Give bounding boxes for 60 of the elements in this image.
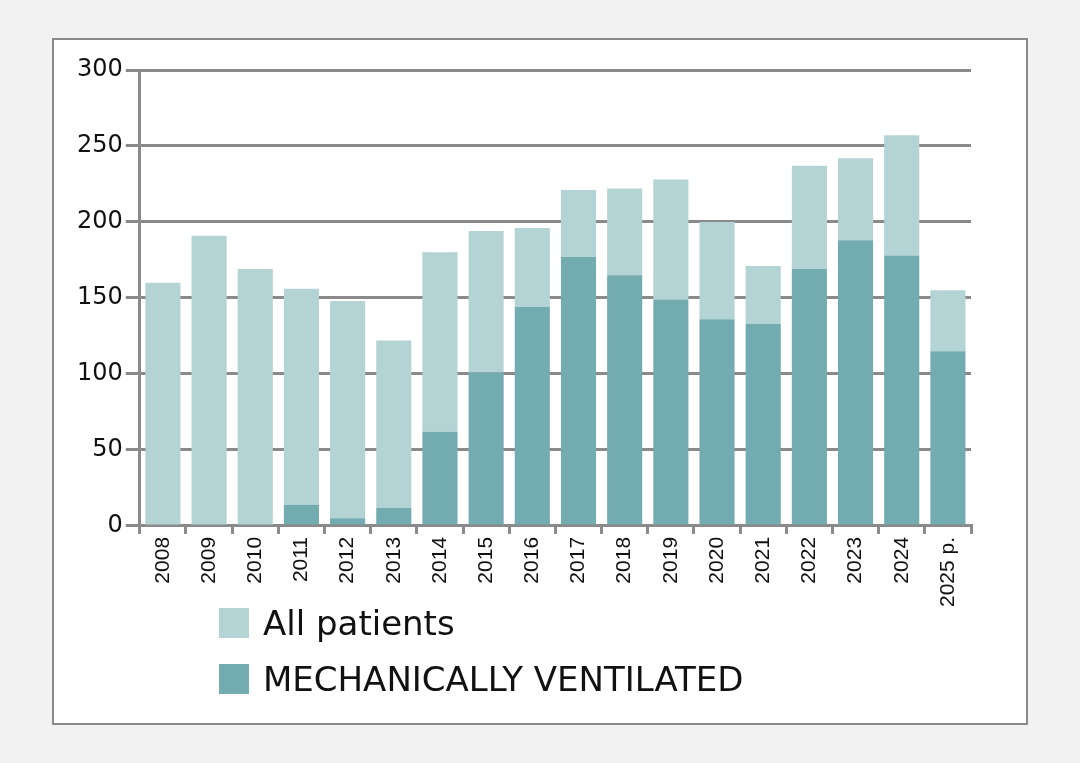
x-tick-label: 2010: [242, 536, 266, 584]
bar: [191, 235, 227, 525]
y-tick-label: 200: [77, 206, 123, 235]
bar: [514, 228, 550, 308]
bar: [607, 188, 643, 276]
x-tick-label: 2012: [334, 536, 358, 584]
legend-label: MECHANICALLY VENTILATED: [263, 659, 744, 699]
x-tick-label: 2013: [380, 536, 404, 584]
bar: [376, 507, 412, 525]
bar: [699, 221, 735, 320]
bar: [560, 256, 597, 525]
y-tick-label: 250: [77, 130, 123, 159]
bar: [283, 504, 319, 525]
bar: [237, 269, 273, 525]
bar: [699, 319, 735, 525]
bar: [376, 340, 412, 508]
bar: [745, 266, 781, 324]
y-tick-label: 100: [77, 358, 123, 387]
bar: [145, 282, 181, 525]
bar: [745, 323, 781, 525]
x-tick-label: 2025 p.: [934, 536, 958, 608]
x-tick-label: 2014: [426, 536, 450, 584]
y-tick-label: 50: [92, 434, 123, 463]
x-tick-label: 2016: [519, 536, 543, 584]
x-tick-label: 2011: [288, 536, 312, 583]
bar: [560, 190, 597, 257]
bar: [330, 518, 366, 525]
x-tick-label: 2024: [888, 536, 912, 584]
x-tick-label: 2008: [149, 536, 173, 584]
bar: [283, 288, 319, 505]
bar: [422, 252, 458, 432]
y-tick-label: 300: [77, 54, 123, 83]
bar: [838, 158, 874, 241]
bar: [607, 275, 643, 525]
x-tick-label: 2017: [565, 536, 589, 584]
bar: [791, 165, 827, 270]
bar: [884, 255, 920, 525]
bar: [930, 290, 966, 352]
y-tick-label: 150: [77, 282, 123, 311]
bar: [930, 351, 966, 525]
x-tick-label: 2018: [611, 536, 635, 584]
bar: [422, 431, 458, 525]
x-tick-label: 2020: [703, 536, 727, 584]
y-tick-label: 0: [107, 510, 123, 539]
bar: [791, 269, 827, 525]
bar: [653, 179, 689, 300]
bar: [884, 135, 920, 256]
bar: [838, 240, 874, 525]
x-tick-label: 2021: [750, 536, 773, 584]
bar: [514, 307, 550, 525]
bar: [330, 301, 366, 519]
bar: [468, 231, 504, 373]
bar: [653, 299, 689, 525]
x-tick-label: 2019: [657, 536, 681, 584]
x-tick-label: 2022: [796, 536, 820, 584]
x-tick-label: 2009: [195, 536, 219, 584]
x-tick-label: 2015: [472, 536, 496, 584]
legend-label: All patients: [263, 603, 455, 643]
x-tick-label: 2023: [842, 536, 866, 584]
bar: [468, 372, 504, 525]
